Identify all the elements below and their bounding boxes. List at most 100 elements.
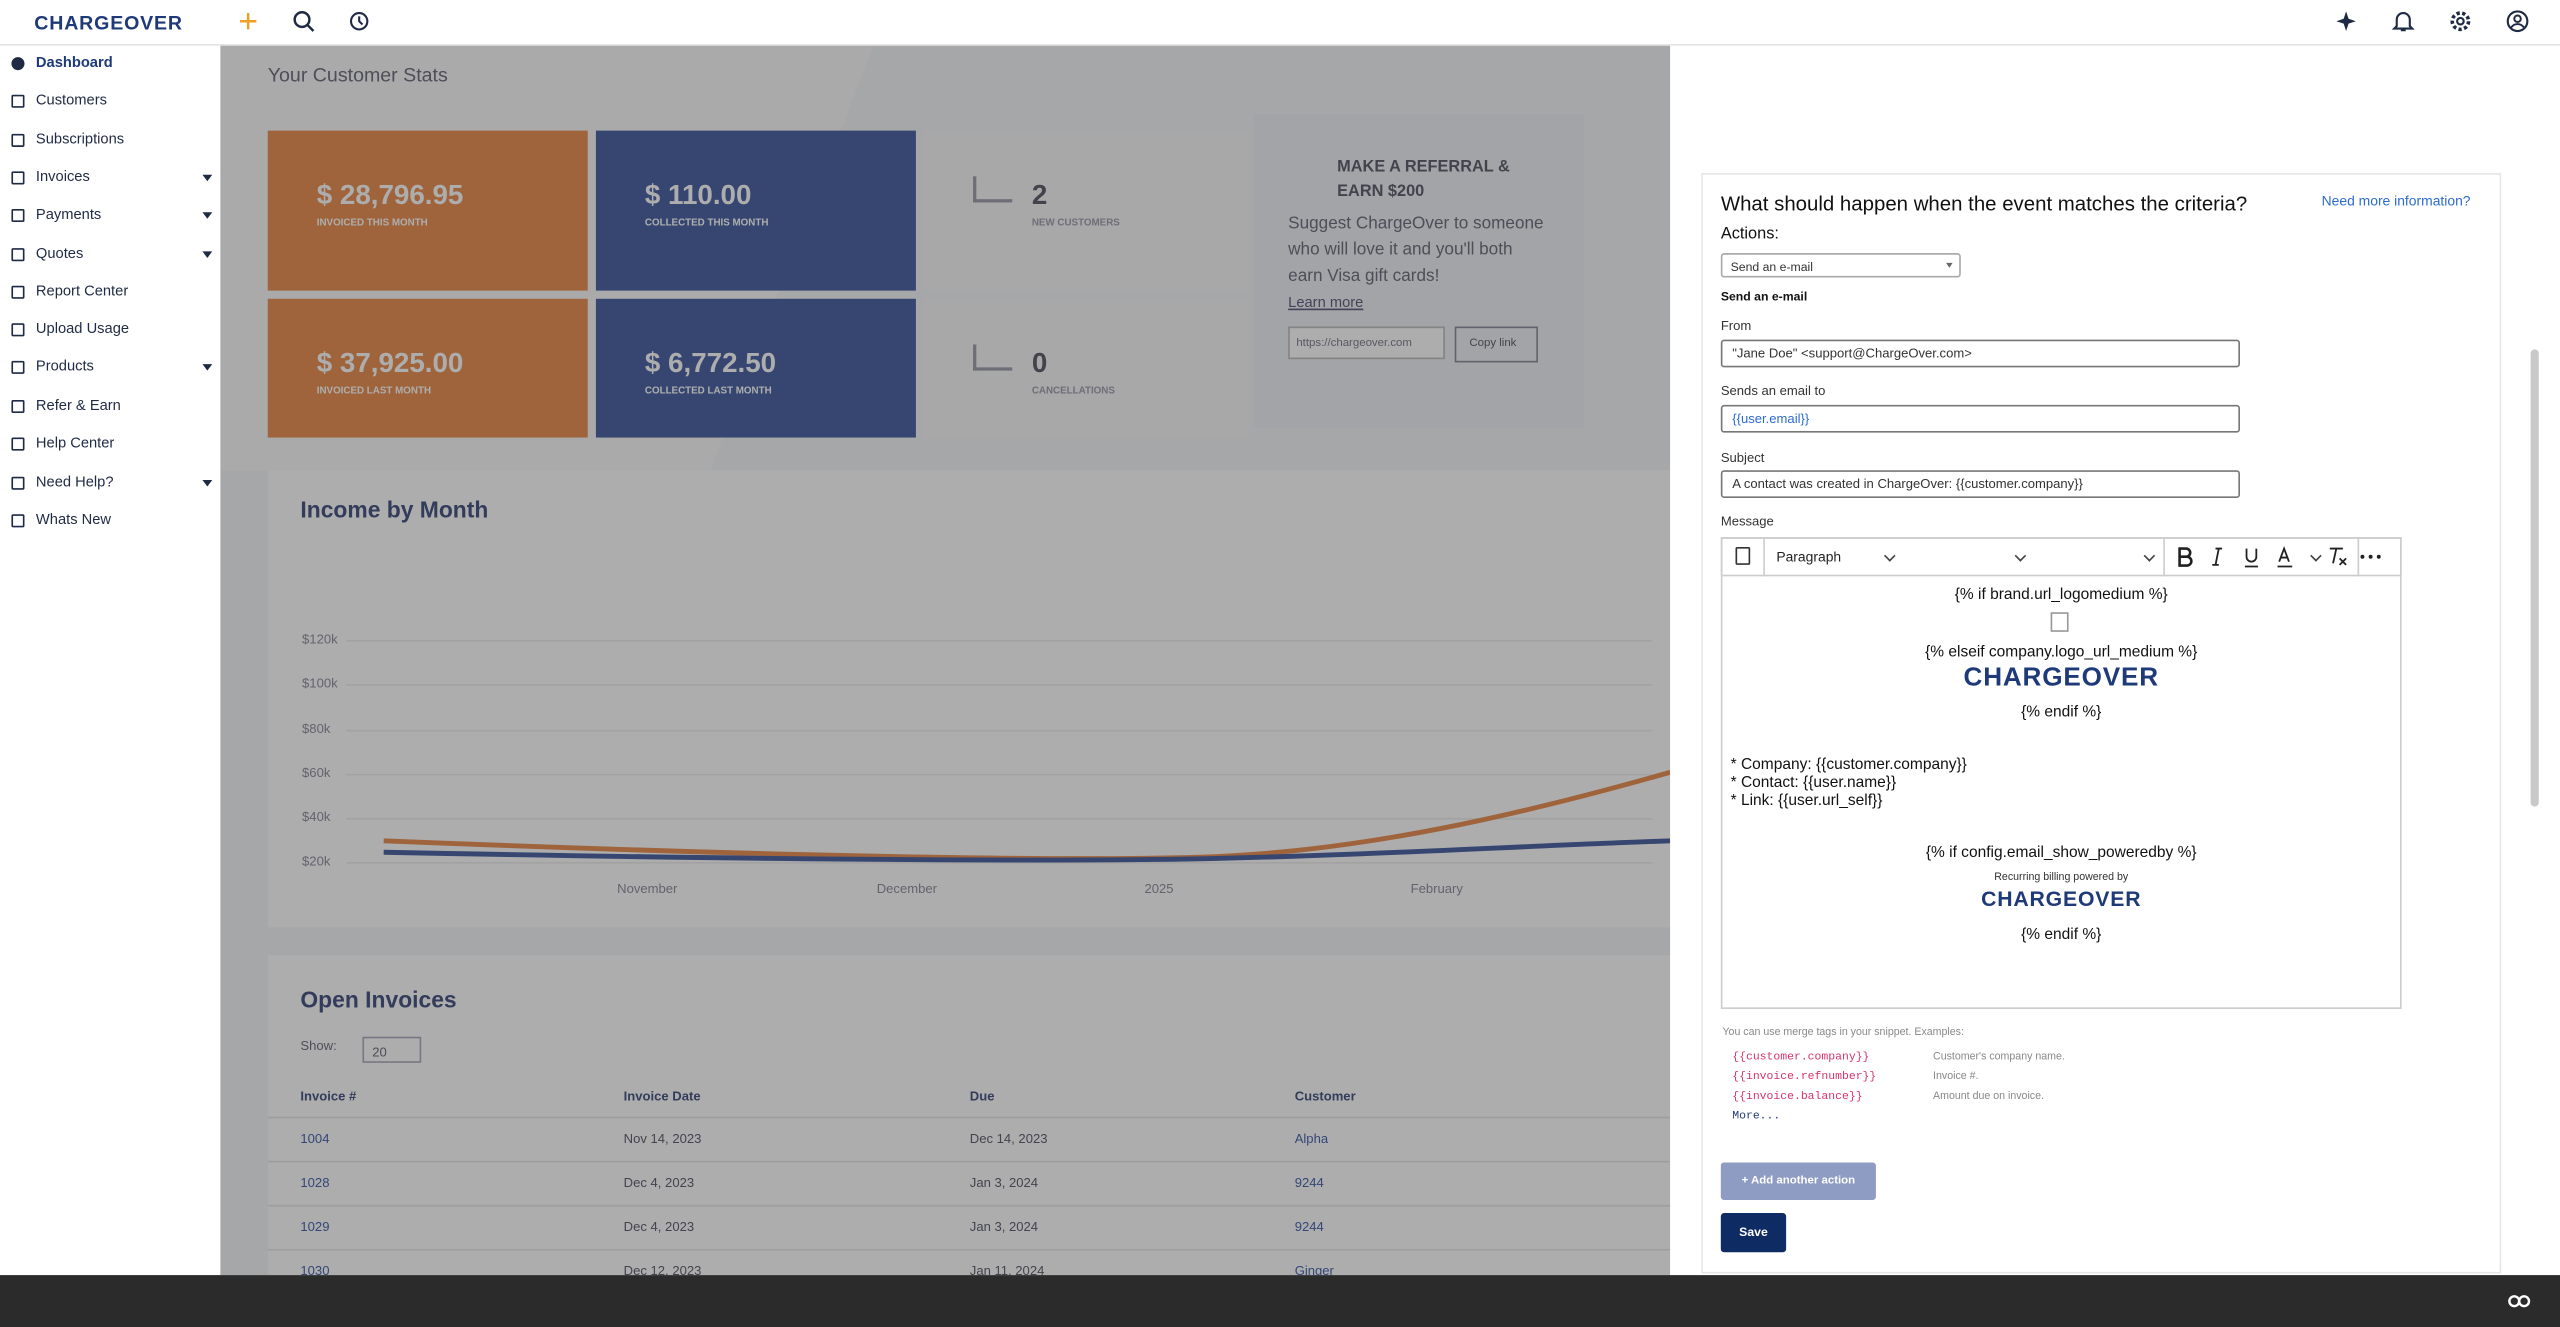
nav-item[interactable]: Need Help? (35, 473, 114, 490)
nav-icon (11, 360, 25, 374)
field-label: Subject (1720, 450, 1765, 466)
nav-item[interactable]: Customers (35, 91, 107, 108)
editor-line: {% endif %} (2021, 925, 2102, 944)
editor-logo: CHARGEOVER (1963, 664, 2159, 693)
nav-icon (11, 476, 25, 490)
nav-item[interactable]: Quotes (35, 244, 84, 262)
image-placeholder (2050, 612, 2069, 632)
format-buttons[interactable] (2175, 545, 2387, 568)
chart-x-label: November (617, 881, 678, 897)
chart-grid-line (346, 639, 1653, 642)
table-cell[interactable]: 1004 (300, 1131, 330, 1147)
stat-card (595, 130, 916, 291)
nav-item[interactable]: Subscriptions (35, 130, 125, 147)
notifications-icon[interactable] (2391, 10, 2415, 33)
chart-y-label: $60k (302, 765, 331, 781)
nav-item[interactable]: Upload Usage (35, 319, 130, 337)
referral-card (1253, 114, 1584, 428)
history-icon[interactable] (348, 10, 371, 33)
table-cell[interactable]: 1030 (300, 1263, 330, 1276)
text-input[interactable]: "Jane Doe" <support@ChargeOver.com> (1720, 339, 2240, 368)
stat-value: $ 110.00 (644, 179, 752, 211)
add-icon[interactable] (238, 11, 258, 31)
merge-help: You can use merge tags in your snippet. … (1722, 1026, 1964, 1039)
nav-item[interactable]: Invoices (35, 168, 90, 185)
editor-line: {% elseif company.logo_url_medium %} (1925, 643, 2198, 662)
table-header: Due (969, 1088, 995, 1104)
chart-x-label: February (1410, 881, 1463, 897)
stat-label: CANCELLATIONS (1031, 386, 1115, 397)
table-header: Invoice Date (623, 1088, 701, 1104)
stat-value: 0 (1031, 347, 1048, 379)
table-cell[interactable]: 9244 (1294, 1219, 1324, 1235)
table-cell: Dec 12, 2023 (623, 1263, 702, 1276)
chart-lines (383, 769, 1671, 863)
nav-caret (202, 251, 213, 258)
table-header: Customer (1294, 1088, 1356, 1104)
nav-item[interactable]: Dashboard (35, 53, 113, 71)
logo[interactable]: CHARGEOVER (34, 11, 183, 35)
nav-item[interactable]: Help Center (35, 434, 115, 451)
bottom-bar (0, 1275, 2560, 1327)
nav-icon (11, 248, 25, 262)
settings-icon[interactable] (2449, 10, 2472, 33)
stat-card (595, 298, 916, 438)
table-row-line (267, 1204, 1671, 1207)
merge-tag: {{invoice.balance}} (1732, 1090, 1863, 1104)
editor-line: {% if config.email_show_poweredby %} (1925, 844, 2197, 863)
nav-item[interactable]: Report Center (35, 282, 129, 299)
text-input[interactable]: {{user.email}} (1720, 404, 2240, 433)
brand-icon (2508, 1295, 2531, 1308)
show-select[interactable]: 20 (362, 1036, 422, 1063)
field-label: From (1720, 318, 1752, 334)
nav-caret (202, 174, 213, 182)
table-cell[interactable]: Ginger (1294, 1263, 1334, 1276)
stat-value: $ 37,925.00 (316, 347, 464, 379)
table-cell: Dec 4, 2023 (623, 1175, 695, 1191)
form-question: What should happen when the event matche… (1720, 192, 2248, 216)
copy-button[interactable]: Copy link (1454, 326, 1538, 363)
table-cell: Jan 3, 2024 (969, 1219, 1039, 1235)
nav-icon (11, 171, 25, 185)
save-button[interactable]: Save (1720, 1213, 1787, 1253)
referral-link[interactable]: Learn more (1288, 293, 1364, 311)
scrollbar[interactable] (2530, 349, 2539, 807)
stat-value: 2 (1031, 179, 1048, 211)
nav-caret (202, 479, 213, 487)
nav-icon (11, 399, 25, 414)
help-link[interactable]: Need more information? (2321, 192, 2471, 209)
text-input[interactable]: A contact was created in ChargeOver: {{c… (1720, 470, 2240, 498)
nav-item[interactable]: Products (35, 357, 94, 374)
toolbar-separator (2163, 537, 2165, 577)
action-select[interactable]: Send an e-mail (1720, 253, 1961, 278)
referral-title: MAKE A REFERRAL & EARN $200 (1337, 158, 1510, 201)
paragraph-select[interactable]: Paragraph (1776, 548, 1842, 565)
more-link[interactable]: More... (1732, 1110, 1781, 1124)
account-icon[interactable] (2506, 10, 2529, 33)
toolbar-separator (1763, 537, 1765, 577)
stat-icon (973, 344, 1013, 371)
modal-overlay[interactable] (220, 45, 1671, 1276)
invoices-title: Open Invoices (300, 986, 457, 1013)
chart-title: Income by Month (300, 496, 489, 523)
table-cell[interactable]: 1029 (300, 1219, 330, 1235)
nav-item[interactable]: Refer & Earn (35, 396, 121, 414)
nav-item[interactable]: Whats New (35, 511, 112, 528)
merge-tag: {{customer.company}} (1732, 1051, 1870, 1065)
search-icon[interactable] (292, 10, 315, 33)
nav-item[interactable]: Payments (35, 205, 102, 223)
add-action-button[interactable]: + Add another action (1720, 1162, 1876, 1200)
table-cell[interactable]: 1028 (300, 1175, 330, 1191)
editor-logo: CHARGEOVER (1981, 886, 2142, 912)
ai-icon[interactable] (2336, 10, 2359, 33)
table-cell[interactable]: 9244 (1294, 1175, 1324, 1191)
nav-icon (11, 94, 25, 108)
referral-url[interactable]: https://chargeover.com (1288, 326, 1445, 360)
select-caret (1946, 262, 1953, 268)
table-cell[interactable]: Alpha (1294, 1131, 1329, 1147)
table-row-line (267, 1116, 1671, 1119)
editor-bullet: * Link: {{user.url_self}} (1730, 791, 1883, 810)
chart-y-label: $120k (302, 631, 338, 647)
chart-x-label: 2025 (1144, 881, 1174, 897)
